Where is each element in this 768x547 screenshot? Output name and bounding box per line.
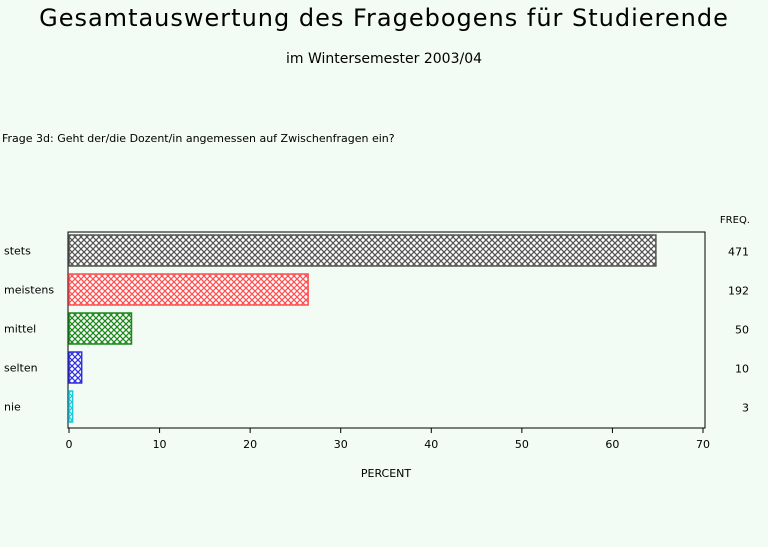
category-label: mittel xyxy=(4,323,36,336)
page-subtitle: im Wintersemester 2003/04 xyxy=(285,51,483,67)
bar-mittel xyxy=(68,312,133,345)
freq-value: 50 xyxy=(735,324,749,337)
x-tick-label: 10 xyxy=(153,438,167,451)
question-text: Frage 3d: Geht der/die Dozent/in angemes… xyxy=(2,132,395,145)
category-label: stets xyxy=(4,245,31,258)
freq-value: 192 xyxy=(728,285,749,298)
x-tick-label: 20 xyxy=(243,438,257,451)
x-tick-label: 30 xyxy=(334,438,348,451)
category-label: selten xyxy=(4,362,38,375)
category-label: meistens xyxy=(4,284,54,297)
x-tick-label: 70 xyxy=(696,438,710,451)
freq-header: FREQ. xyxy=(720,215,750,226)
freq-value: 10 xyxy=(735,363,749,376)
freq-value: 3 xyxy=(742,402,749,415)
x-tick-label: 0 xyxy=(66,438,73,451)
x-tick-label: 60 xyxy=(605,438,619,451)
x-axis-label: PERCENT xyxy=(361,467,412,480)
category-label: nie xyxy=(4,401,21,414)
page-title: Gesamtauswertung des Fragebogens für Stu… xyxy=(39,4,729,32)
bar-nie xyxy=(68,390,74,423)
bar-meistens xyxy=(68,273,309,306)
x-tick-label: 40 xyxy=(424,438,438,451)
bar-selten xyxy=(68,351,83,384)
x-tick-label: 50 xyxy=(515,438,529,451)
freq-value: 471 xyxy=(728,246,749,259)
bar-stets xyxy=(68,234,657,267)
